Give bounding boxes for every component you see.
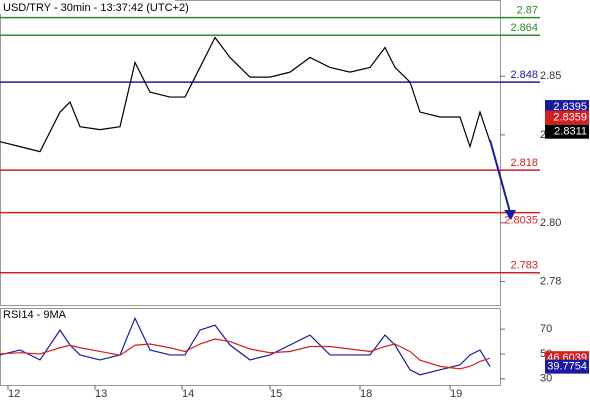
price-tag-label: 2.8359 xyxy=(553,112,587,124)
price-tag xyxy=(545,110,589,125)
level-label: 2.864 xyxy=(510,22,538,34)
x-tick-label: 14 xyxy=(182,388,194,400)
price-tag-label: 2.8311 xyxy=(554,126,587,138)
forecast-arrow xyxy=(489,139,511,213)
rsi-panel xyxy=(0,308,501,386)
chart-title: USD/TRY - 30min - 13:37:42 (UTC+2) xyxy=(3,2,189,14)
price-tag xyxy=(545,124,589,139)
price-line xyxy=(0,36,491,153)
price-panel xyxy=(0,0,501,306)
price-line xyxy=(0,338,491,370)
level-label: 2.783 xyxy=(510,260,538,272)
price-tag xyxy=(545,359,589,374)
x-tick-label: 15 xyxy=(270,388,282,400)
price-tag-label: 39.7754 xyxy=(547,361,587,373)
y-tick-label: 30 xyxy=(540,373,552,385)
x-tick-label: 13 xyxy=(95,388,107,400)
price-tag xyxy=(545,100,589,115)
title-bg xyxy=(0,0,175,14)
price-line xyxy=(0,316,491,376)
y-tick-label: 2.85 xyxy=(540,70,561,82)
x-tick-label: 19 xyxy=(450,388,462,400)
y-tick-label: 2.80 xyxy=(540,217,561,229)
x-tick-label: 18 xyxy=(360,388,372,400)
price-tag-label: 2.8395 xyxy=(553,101,587,113)
rsi-title: RSI14 - 9MA xyxy=(3,309,67,321)
level-label: 2.818 xyxy=(510,157,538,169)
y-tick-label: 70 xyxy=(540,323,552,335)
x-tick-label: 12 xyxy=(8,388,20,400)
forecast-arrow-head xyxy=(504,210,516,220)
level-label: 2.87 xyxy=(517,5,538,17)
y-tick-label: 2.78 xyxy=(540,275,561,287)
level-label: 2.8035 xyxy=(504,215,538,227)
level-label: 2.848 xyxy=(510,69,538,81)
